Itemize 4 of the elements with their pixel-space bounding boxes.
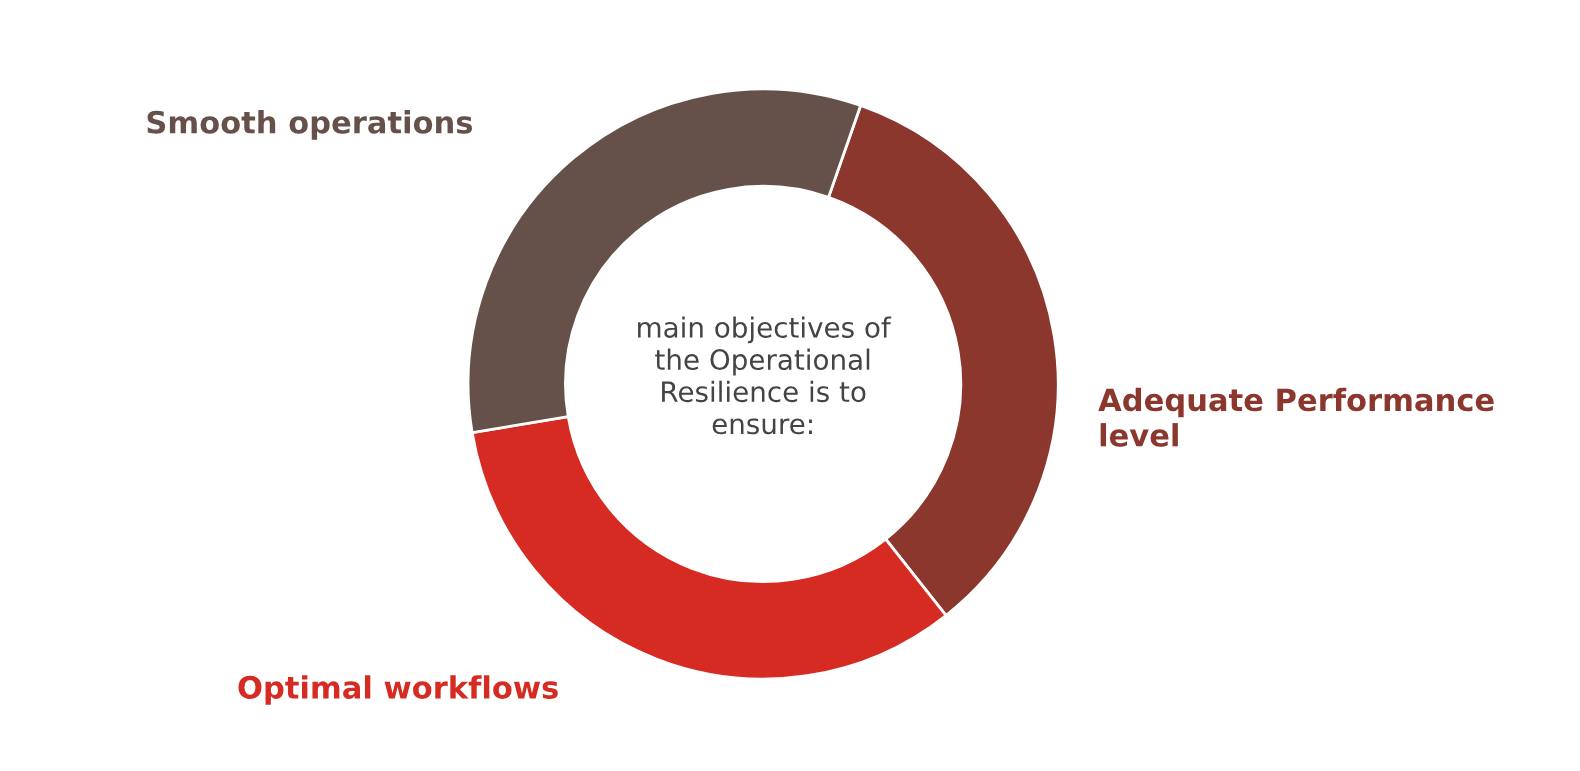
slice-label: Smooth operations <box>147 110 473 140</box>
slice-label: Adequate Performance level <box>1098 387 1494 447</box>
text: main objectives of the Operational Resilience is to ensure: <box>638 316 892 435</box>
slice-label: Optimal workflows <box>238 675 558 705</box>
